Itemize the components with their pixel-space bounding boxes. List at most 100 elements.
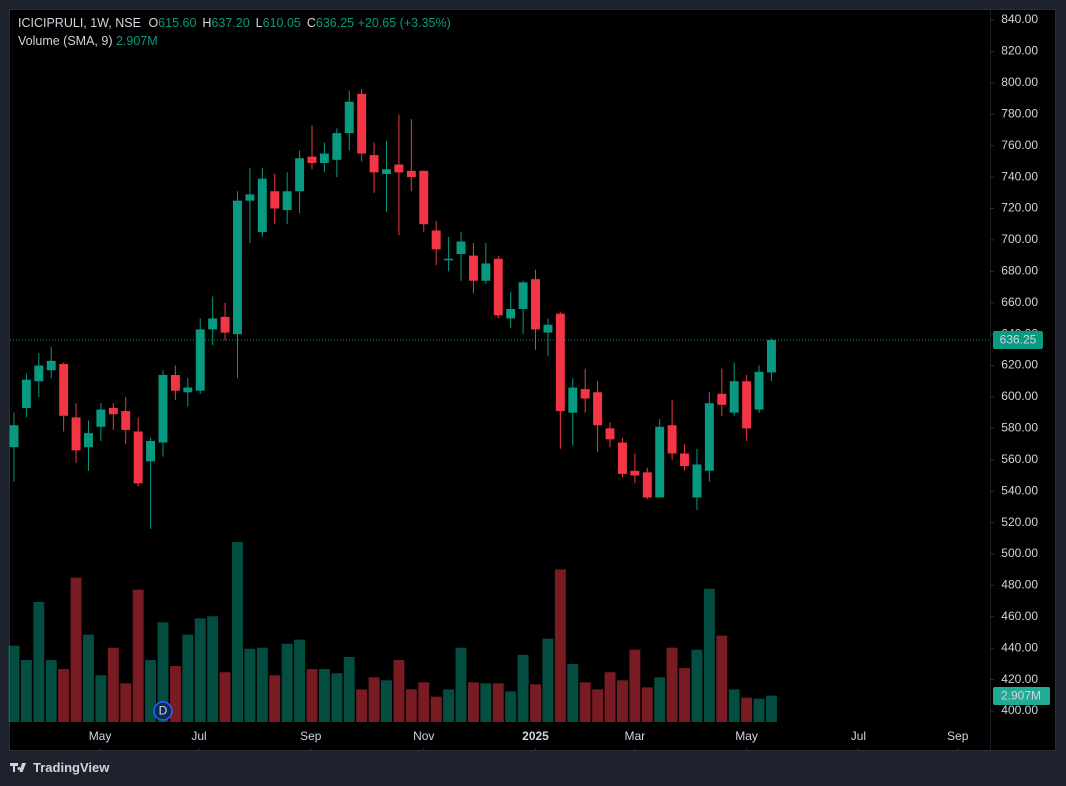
volume-bar	[703, 588, 715, 722]
candle-body	[580, 389, 590, 399]
volume-bar	[567, 664, 579, 722]
candle-body	[96, 409, 106, 427]
candle-body	[617, 442, 627, 474]
candle-body	[121, 411, 131, 430]
volume-bar	[343, 656, 355, 722]
volume-bar	[641, 687, 653, 722]
candle-body	[406, 170, 416, 178]
x-tick-label: Mar	[625, 729, 646, 743]
candle-body	[555, 313, 565, 412]
volume-sma-label: 2.907M	[1001, 689, 1041, 703]
candle-body	[493, 258, 503, 316]
volume-bar	[480, 683, 492, 722]
volume-bar	[306, 669, 318, 722]
volume-bar	[418, 682, 430, 722]
candle-body	[642, 472, 652, 498]
volume-bar	[157, 622, 169, 722]
candle-body	[332, 133, 342, 160]
candle-body	[431, 230, 441, 250]
ohlc-key: L	[256, 16, 263, 30]
volume-bar	[530, 684, 541, 722]
volume-bar	[765, 695, 777, 722]
y-tick-label: 400.00	[1001, 703, 1038, 717]
x-tick-label: Jul	[191, 729, 206, 743]
volume-bar	[120, 683, 132, 722]
y-tick-label: 820.00	[1001, 44, 1038, 58]
volume-bar	[70, 577, 82, 722]
candle-body	[307, 156, 317, 163]
candle-body	[456, 241, 466, 255]
candle-body	[183, 387, 193, 393]
y-tick-label: 540.00	[1001, 483, 1038, 497]
candle-body	[282, 191, 292, 211]
candle-body	[717, 393, 727, 405]
volume-bar	[443, 689, 455, 722]
candle-body	[59, 363, 69, 416]
brand: TradingView	[33, 760, 110, 775]
y-tick-label: 680.00	[1001, 263, 1038, 277]
candle-body	[667, 425, 677, 454]
volume-bar	[505, 691, 517, 722]
x-tick-label: May	[89, 729, 112, 743]
candle-body	[295, 158, 305, 192]
y-tick-label: 560.00	[1001, 452, 1038, 466]
last-price-label: 636.25	[1000, 333, 1037, 347]
y-tick-label: 420.00	[1001, 672, 1038, 686]
volume-bar	[629, 649, 641, 722]
volume-bar	[232, 542, 243, 722]
x-tick-label: Sep	[947, 729, 969, 743]
legend-header: ICICIPRULI, 1W, NSE O615.60 H637.20 L610.0…	[18, 16, 451, 30]
candle-body	[357, 93, 367, 154]
volume-bar	[616, 680, 628, 722]
candle-body	[46, 360, 56, 371]
volume-bar	[132, 589, 144, 722]
candle-body	[543, 324, 553, 333]
volume-bar	[182, 634, 194, 722]
candle-body	[742, 381, 752, 429]
candle-body	[344, 101, 354, 134]
ohlc-value: 636.25	[316, 16, 354, 30]
volume-bar	[20, 659, 32, 722]
candle-body	[133, 431, 143, 484]
y-tick-label: 480.00	[1001, 578, 1038, 592]
ohlc: O615.60 H637.20 L610.05 C636.25	[148, 16, 354, 30]
candle-body	[319, 153, 329, 163]
candle-body	[605, 428, 615, 440]
volume-bar	[207, 616, 219, 722]
y-tick-label: 720.00	[1001, 201, 1038, 215]
candle-body	[568, 387, 578, 413]
volume-bar	[430, 696, 442, 722]
volume-bar	[381, 680, 392, 722]
volume-bar	[691, 649, 703, 722]
candle-body	[84, 433, 93, 448]
volume-bar	[604, 672, 616, 722]
y-tick-label: 600.00	[1001, 389, 1038, 403]
ohlc-value: 637.20	[211, 16, 249, 30]
volume-bar	[666, 647, 678, 722]
candle-body	[444, 258, 454, 261]
candle-body	[704, 403, 714, 471]
candle-body	[630, 470, 640, 476]
volume-bar	[753, 698, 765, 722]
ohlc-value: 615.60	[158, 16, 196, 30]
candle-body	[220, 316, 230, 333]
ohlc-value: 610.05	[263, 16, 301, 30]
volume-bar	[95, 675, 107, 722]
candle-body	[369, 155, 379, 173]
candle-body	[34, 365, 44, 382]
candle-body	[766, 340, 776, 373]
candle-body	[233, 200, 242, 335]
candle-body	[754, 371, 764, 410]
candle-body	[394, 164, 404, 173]
volume-bar	[492, 683, 504, 722]
volume-bar	[716, 635, 728, 722]
y-tick-label: 700.00	[1001, 232, 1038, 246]
last-price-box	[993, 331, 1043, 350]
x-tick-label: 2025	[522, 729, 549, 743]
candle-body	[481, 263, 491, 281]
candle-body	[71, 417, 81, 451]
y-tick-label: 760.00	[1001, 138, 1038, 152]
event-label: D	[159, 704, 168, 718]
